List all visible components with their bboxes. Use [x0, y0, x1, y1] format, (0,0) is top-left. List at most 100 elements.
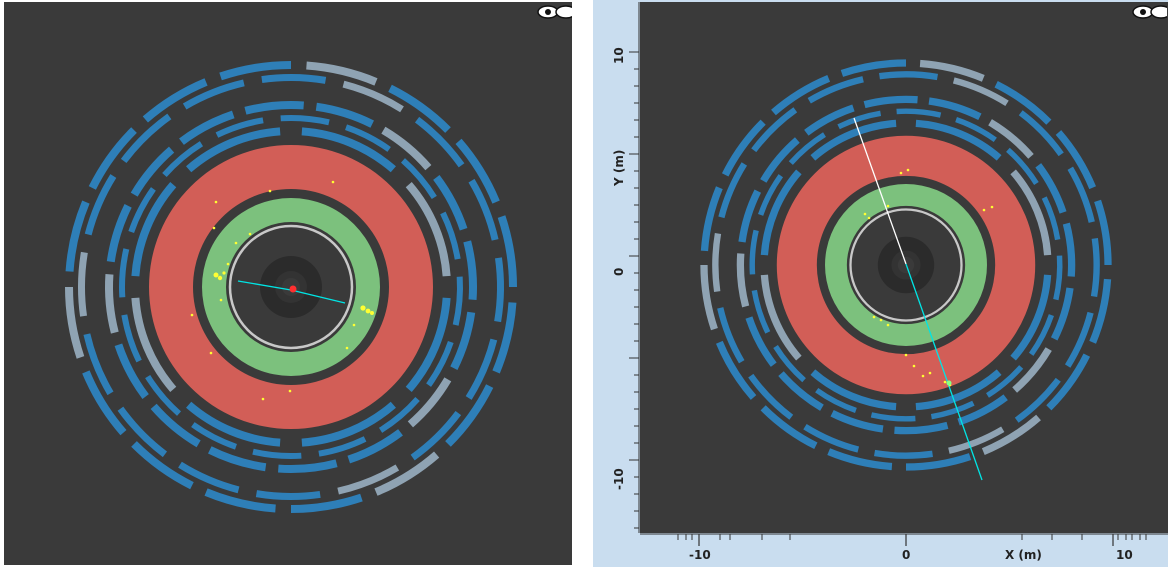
muon-chamber: [244, 101, 304, 115]
muon-chamber: [986, 365, 1024, 398]
muon-chamber: [345, 124, 391, 152]
muon-chamber: [65, 200, 90, 272]
muon-chamber: [405, 297, 451, 392]
muon-chamber: [870, 412, 916, 422]
muon-chamber: [388, 84, 451, 133]
muon-chamber: [82, 370, 127, 436]
muon-chamber: [957, 394, 1008, 426]
muon-chamber: [919, 59, 985, 82]
muon-chamber: [215, 117, 264, 138]
muon-chamber: [928, 97, 982, 121]
muon-chamber: [758, 174, 784, 216]
muon-chamber: [700, 265, 718, 331]
muon-chamber: [1050, 287, 1074, 341]
muon-chamber: [337, 464, 400, 495]
muon-chamber: [760, 137, 800, 183]
muon-layer-outer-2: [712, 71, 1100, 459]
muon-chamber: [494, 257, 505, 323]
calo-hit: [288, 389, 292, 393]
muon-chamber: [815, 387, 857, 413]
muon-chamber: [407, 377, 452, 428]
muon-chamber: [208, 446, 267, 472]
muon-chamber: [65, 287, 85, 359]
left-event-display: [0, 0, 576, 567]
calo-hit: [222, 271, 226, 275]
muon-chamber: [700, 186, 723, 252]
muon-chamber: [450, 311, 476, 370]
muon-chamber: [837, 110, 882, 130]
muon-chamber: [150, 403, 201, 448]
muon-chamber: [827, 448, 893, 471]
muon-chamber: [440, 211, 461, 260]
right-detector-canvas[interactable]: [640, 2, 1168, 533]
muon-chamber: [468, 178, 499, 241]
muon-chamber: [760, 169, 802, 256]
muon-chamber: [347, 429, 403, 464]
calo-hit: [886, 204, 890, 208]
calo-hit: [234, 241, 238, 245]
muon-chamber: [1062, 222, 1076, 277]
muon-chamber: [186, 401, 281, 447]
muon-chamber: [280, 115, 330, 126]
solenoid: [228, 224, 354, 350]
calo-hit: [921, 374, 925, 378]
muon-chamber: [788, 132, 826, 165]
muon-chamber: [718, 162, 748, 219]
muon-chamber: [1028, 314, 1054, 356]
muon-layer-inner: [131, 127, 451, 447]
muon-chamber: [410, 410, 462, 461]
muon-chamber: [131, 297, 177, 392]
muon-chamber: [810, 119, 897, 161]
muon-chamber: [930, 400, 975, 420]
eye-icon[interactable]: [536, 4, 572, 20]
muon-chamber: [1010, 274, 1052, 361]
muon-chamber: [179, 110, 235, 145]
muon-layer-inner: [760, 119, 1052, 411]
calo-hit: [248, 232, 252, 236]
calo-hit: [899, 171, 903, 175]
muon-chamber: [306, 61, 378, 86]
muon-layer-middle-2: [118, 115, 464, 459]
muon-layer-middle-2: [749, 108, 1063, 422]
calo-hit: [904, 353, 908, 357]
muon-chamber: [445, 384, 494, 447]
muon-chamber: [760, 405, 818, 450]
calo-hit: [912, 364, 916, 368]
muon-chamber: [162, 141, 204, 178]
x-tick-label: -10: [689, 548, 711, 562]
calo-hit: [214, 200, 218, 204]
primary-vertex: [289, 285, 297, 293]
muon-chamber: [374, 451, 440, 496]
calo-hit: [943, 380, 947, 384]
muon-chamber: [88, 127, 137, 190]
muon-chamber: [1053, 255, 1063, 301]
muon-chamber: [315, 102, 374, 128]
muon-chamber: [118, 248, 130, 298]
calo-hit: [209, 351, 213, 355]
muon-chamber: [463, 240, 477, 300]
calo-hit: [213, 272, 219, 278]
muon-chamber: [204, 488, 276, 513]
muon-chamber: [804, 104, 855, 136]
muon-chamber: [255, 490, 321, 500]
solenoid: [849, 208, 963, 322]
muon-chamber: [301, 127, 396, 173]
muon-chamber: [301, 401, 396, 447]
eye-icon[interactable]: [1131, 4, 1167, 20]
muon-chamber: [748, 373, 794, 420]
y-tick-label: 0: [612, 267, 626, 276]
muon-chamber: [994, 80, 1052, 125]
muon-chamber: [182, 79, 245, 110]
muon-layer-middle: [105, 101, 477, 473]
track: [905, 263, 983, 481]
muon-chamber: [955, 117, 997, 143]
calo-hit: [872, 315, 876, 319]
calo-hit: [190, 313, 194, 317]
muon-chamber: [1041, 196, 1061, 241]
hadronic-calorimeter: [149, 145, 433, 429]
muon-chamber: [1090, 238, 1100, 297]
muon-chamber: [715, 340, 757, 400]
muon-chamber: [186, 127, 281, 173]
left-detector-canvas[interactable]: [4, 2, 572, 565]
muon-chamber: [773, 345, 806, 383]
